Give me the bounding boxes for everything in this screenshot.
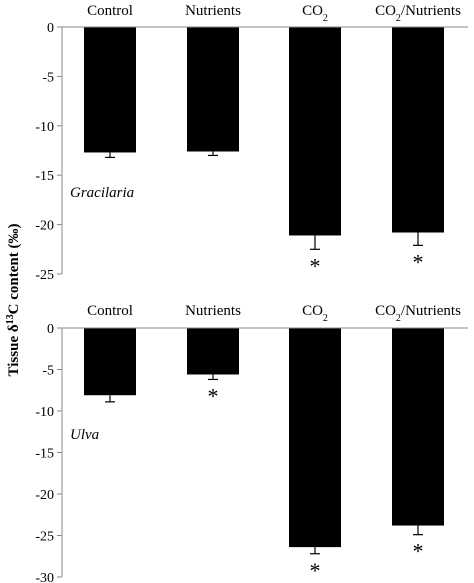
significance-marker: * (413, 539, 424, 564)
y-tick-label: 0 (47, 21, 54, 36)
panel-label: Ulva (70, 427, 99, 443)
error-bar (105, 152, 115, 159)
significance-marker: * (310, 253, 321, 278)
error-bar (208, 151, 218, 157)
panel-label: Gracilaria (70, 185, 134, 201)
bar (84, 328, 136, 396)
bar (187, 328, 239, 375)
y-tick-label: -10 (35, 405, 54, 420)
category-label: CO2 (302, 3, 328, 24)
bar (392, 27, 444, 233)
y-tick-label: -15 (35, 169, 54, 184)
category-label: Control (87, 303, 133, 319)
category-label: Control (87, 3, 133, 19)
error-bar (413, 525, 423, 536)
y-tick-label: -20 (35, 219, 54, 234)
y-tick-label: -5 (42, 364, 54, 379)
error-bar (105, 395, 115, 403)
y-axis-label-suffix: C content (‰) (6, 224, 22, 315)
bar (289, 328, 341, 548)
y-tick-label: -5 (42, 70, 54, 85)
error-bar (310, 547, 320, 555)
bar (84, 27, 136, 153)
error-bar (413, 232, 423, 246)
category-label: CO2/Nutrients (375, 3, 461, 24)
category-label: CO2 (302, 303, 328, 324)
error-bar (208, 374, 218, 381)
panel-1: Control Nutrients CO2 CO2/Nutrients * * 0 -5 -10… (35, 3, 468, 283)
y-axis-label-prefix: Tissue δ (6, 324, 22, 376)
panel-2: Control Nutrients CO2 CO2/Nutrients * * * 0 -5 -1… (35, 303, 468, 583)
significance-marker: * (310, 558, 321, 583)
bar (392, 328, 444, 526)
category-label: CO2/Nutrients (375, 303, 461, 324)
significance-marker: * (413, 249, 424, 274)
y-tick-label: -25 (35, 268, 54, 283)
error-bar (310, 235, 320, 250)
category-label: Nutrients (185, 303, 241, 319)
y-tick-label: -10 (35, 120, 54, 135)
category-label: Nutrients (185, 3, 241, 19)
bar (187, 27, 239, 152)
bar (289, 27, 341, 236)
y-tick-label: -20 (35, 488, 54, 503)
y-tick-label: 0 (47, 322, 54, 337)
y-axis-label-superscript: 13 (5, 314, 16, 324)
y-tick-label: -15 (35, 447, 54, 462)
y-axis-label: Tissue δ13C content (‰) (5, 224, 23, 377)
y-tick-label: -30 (35, 571, 54, 583)
significance-marker: * (208, 383, 219, 408)
y-tick-label: -25 (35, 530, 54, 545)
chart-panels: Control Nutrients CO2 CO2/Nutrients * * 0 -5 -10… (35, 3, 468, 583)
